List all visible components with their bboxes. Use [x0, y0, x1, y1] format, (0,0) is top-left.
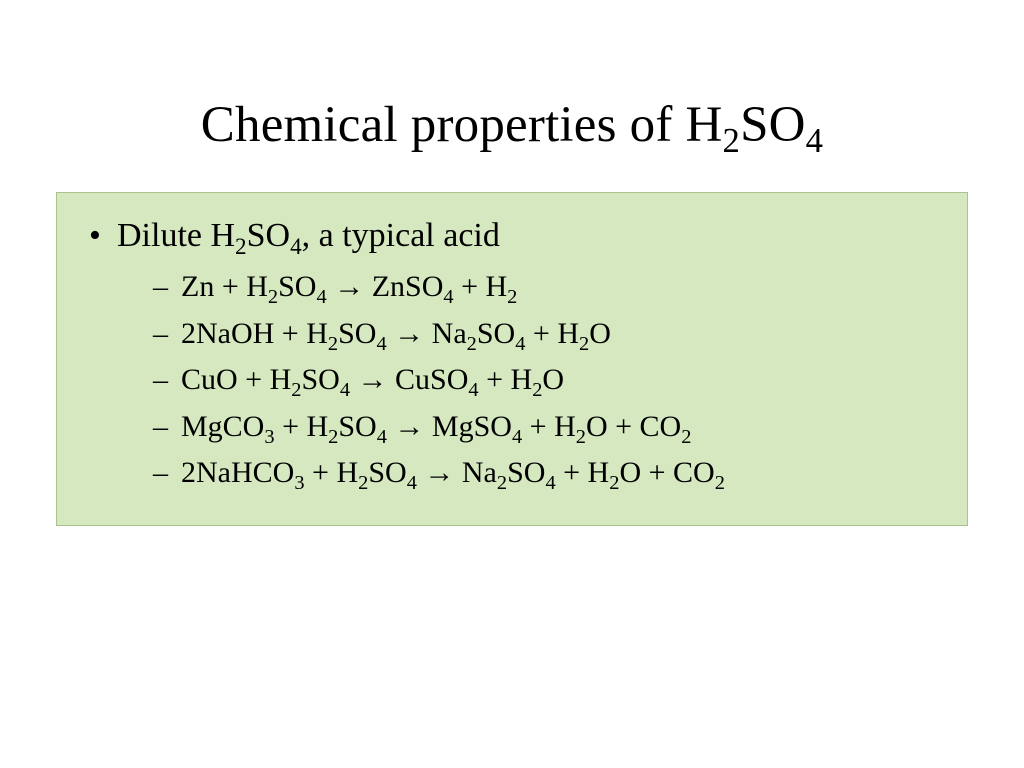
eq-frag: [350, 363, 358, 396]
eq-sub: 2: [609, 472, 619, 494]
eq-sub: 2: [268, 286, 278, 308]
eq-frag: CuO + H: [181, 363, 291, 396]
eq-sub: 4: [515, 333, 525, 355]
equation-row: 2NaOH + H2SO4 → Na2SO4 + H2O: [117, 311, 939, 358]
title-sub-2: 4: [806, 121, 824, 160]
bullet-heading: Dilute H2SO4, a typical acid Zn + H2SO4 …: [85, 211, 939, 497]
eq-frag: MgSO: [424, 410, 512, 443]
eq-sub: 2: [576, 426, 586, 448]
eq-sub: 2: [497, 472, 507, 494]
equation-row: MgCO3 + H2SO4 → MgSO4 + H2O + CO2: [117, 404, 939, 451]
arrow-icon: →: [394, 410, 424, 443]
equation-row: 2NaHCO3 + H2SO4 → Na2SO4 + H2O + CO2: [117, 450, 939, 497]
eq-sub: 4: [545, 472, 555, 494]
equation-row: CuO + H2SO4 → CuSO4 + H2O: [117, 357, 939, 404]
heading-t0: Dilute H: [117, 217, 235, 254]
eq-frag: + H: [305, 456, 359, 489]
eq-frag: SO: [477, 317, 515, 350]
eq-sub: 2: [358, 472, 368, 494]
eq-sub: 2: [507, 286, 517, 308]
eq-frag: + H: [454, 270, 508, 303]
eq-sub: 2: [532, 379, 542, 401]
heading-t1: SO: [247, 217, 290, 254]
bullet-list: Dilute H2SO4, a typical acid Zn + H2SO4 …: [85, 211, 939, 497]
eq-sub: 2: [467, 333, 477, 355]
eq-sub: 4: [340, 379, 350, 401]
eq-frag: 2NaHCO: [181, 456, 294, 489]
eq-frag: Na: [424, 317, 466, 350]
eq-frag: ZnSO: [364, 270, 443, 303]
eq-sub: 4: [377, 426, 387, 448]
heading-s1: 4: [290, 234, 302, 260]
eq-sub: 2: [291, 379, 301, 401]
arrow-icon: →: [358, 363, 388, 396]
eq-sub: 2: [328, 333, 338, 355]
eq-sub: 4: [376, 333, 386, 355]
slide: Chemical properties of H2SO4 Dilute H2SO…: [0, 0, 1024, 768]
eq-sub: 2: [579, 333, 589, 355]
heading-t2: , a typical acid: [302, 217, 500, 254]
eq-frag: SO: [338, 317, 376, 350]
eq-frag: SO: [507, 456, 545, 489]
eq-sub: 2: [681, 426, 691, 448]
eq-sub: 4: [443, 286, 453, 308]
eq-sub: 2: [328, 426, 338, 448]
eq-sub: 3: [294, 472, 304, 494]
eq-sub: 4: [512, 426, 522, 448]
eq-frag: + H: [275, 410, 329, 443]
arrow-icon: →: [394, 317, 424, 350]
eq-frag: + H: [525, 317, 579, 350]
eq-frag: O: [589, 317, 611, 350]
eq-frag: + H: [522, 410, 576, 443]
eq-frag: 2NaOH + H: [181, 317, 328, 350]
eq-sub: 4: [316, 286, 326, 308]
eq-frag: + H: [556, 456, 610, 489]
eq-frag: SO: [278, 270, 316, 303]
eq-frag: SO: [301, 363, 339, 396]
eq-sub: 2: [715, 472, 725, 494]
eq-frag: Zn + H: [181, 270, 268, 303]
heading-s0: 2: [235, 234, 247, 260]
eq-frag: O + CO: [619, 456, 714, 489]
equation-row: Zn + H2SO4 → ZnSO4 + H2: [117, 264, 939, 311]
eq-frag: O: [542, 363, 564, 396]
title-text-2: SO: [740, 97, 806, 153]
arrow-icon: →: [334, 270, 364, 303]
eq-sub: 4: [407, 472, 417, 494]
eq-sub: 3: [264, 426, 274, 448]
content-box: Dilute H2SO4, a typical acid Zn + H2SO4 …: [56, 192, 968, 526]
eq-frag: MgCO: [181, 410, 264, 443]
equation-list: Zn + H2SO4 → ZnSO4 + H2 2NaOH + H2SO4 → …: [117, 264, 939, 497]
eq-sub: 4: [468, 379, 478, 401]
arrow-icon: →: [424, 456, 454, 489]
eq-frag: O + CO: [586, 410, 681, 443]
eq-frag: SO: [338, 410, 376, 443]
title-sub-1: 2: [723, 121, 741, 160]
slide-title: Chemical properties of H2SO4: [0, 0, 1024, 182]
eq-frag: CuSO: [388, 363, 469, 396]
eq-frag: + H: [479, 363, 533, 396]
eq-frag: SO: [368, 456, 406, 489]
eq-frag: Na: [454, 456, 496, 489]
title-text-1: Chemical properties of H: [201, 97, 723, 153]
